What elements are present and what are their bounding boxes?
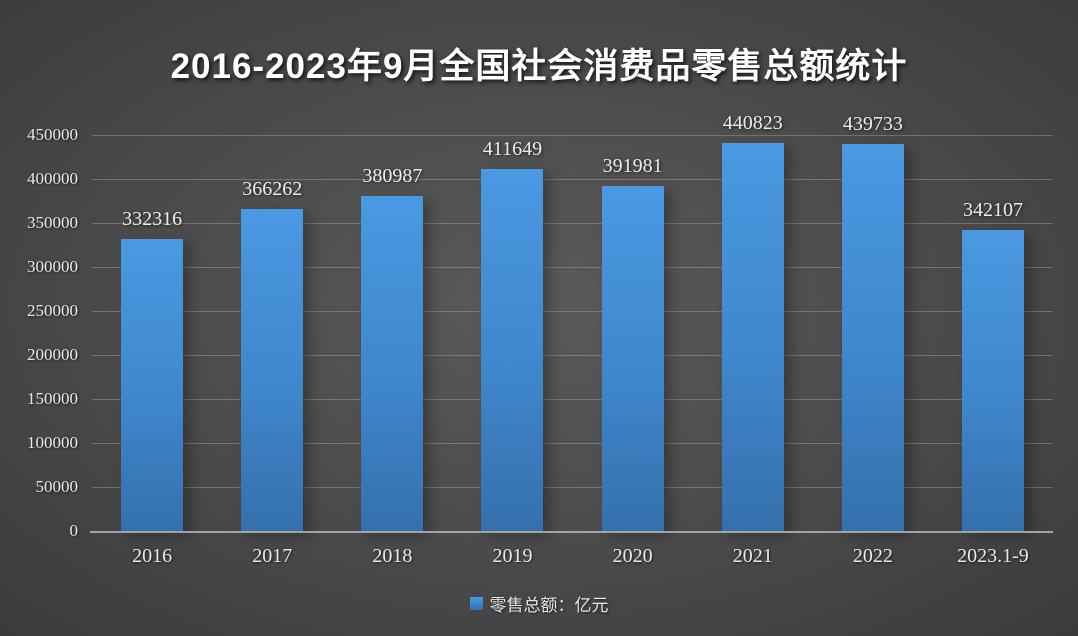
- bar-value-label-2018: 380987: [362, 164, 423, 187]
- x-tick-label-2021: 2021: [732, 545, 773, 567]
- y-tick-label-250000: 250000: [27, 301, 78, 320]
- gridline-300000: [92, 267, 1053, 268]
- x-tick-label-2017: 2017: [252, 545, 293, 567]
- bar-value-label-2017: 366262: [242, 177, 303, 200]
- x-tick-label-2019: 2019: [492, 545, 533, 567]
- gridline-400000: [92, 179, 1053, 180]
- y-tick-label-150000: 150000: [27, 389, 78, 408]
- y-tick-label-0: 0: [69, 521, 79, 540]
- bar-value-label-2021: 440823: [722, 112, 783, 135]
- x-tick-label-2022: 2022: [852, 545, 893, 567]
- gridline-350000: [92, 223, 1053, 224]
- x-tick-label-2023.1-9: 2023.1-9: [957, 545, 1029, 567]
- bar-2021: [721, 143, 784, 531]
- x-tick-label-2018: 2018: [372, 545, 413, 567]
- gridline-200000: [92, 355, 1053, 356]
- y-tick-label-50000: 50000: [35, 477, 79, 496]
- x-axis-line: [90, 531, 1053, 533]
- y-tick-label-450000: 450000: [27, 125, 78, 144]
- bar-2022: [841, 144, 904, 531]
- bar-value-label-2023.1-9: 342107: [962, 198, 1023, 221]
- bar-2019: [481, 168, 544, 531]
- bar-2020: [601, 186, 664, 531]
- y-tick-label-200000: 200000: [27, 345, 78, 364]
- x-tick-label-2020: 2020: [612, 545, 653, 567]
- bar-value-label-2016: 332316: [122, 207, 183, 230]
- bar-value-label-2019: 411649: [482, 137, 543, 160]
- y-tick-label-400000: 400000: [27, 169, 78, 188]
- gridline-50000: [92, 487, 1053, 488]
- bar-value-label-2022: 439733: [842, 113, 903, 136]
- bar-2016: [121, 238, 184, 531]
- gridline-250000: [92, 311, 1053, 312]
- bar-2018: [361, 195, 424, 531]
- bar-2023.1-9: [961, 229, 1024, 531]
- x-tick-label-2016: 2016: [132, 545, 173, 567]
- legend: 零售总额：亿元: [0, 591, 1078, 616]
- gridline-450000: [92, 135, 1053, 136]
- legend-label: 零售总额：亿元: [489, 596, 609, 615]
- y-tick-label-350000: 350000: [27, 213, 78, 232]
- bar-value-label-2020: 391981: [602, 155, 663, 178]
- gridline-150000: [92, 399, 1053, 400]
- bar-2017: [241, 208, 304, 531]
- y-tick-label-100000: 100000: [27, 433, 78, 452]
- chart-title: 2016-2023年9月全国社会消费品零售总额统计: [170, 47, 908, 86]
- y-tick-label-300000: 300000: [27, 257, 78, 276]
- gridline-100000: [92, 443, 1053, 444]
- legend-color-swatch-icon: [469, 597, 483, 610]
